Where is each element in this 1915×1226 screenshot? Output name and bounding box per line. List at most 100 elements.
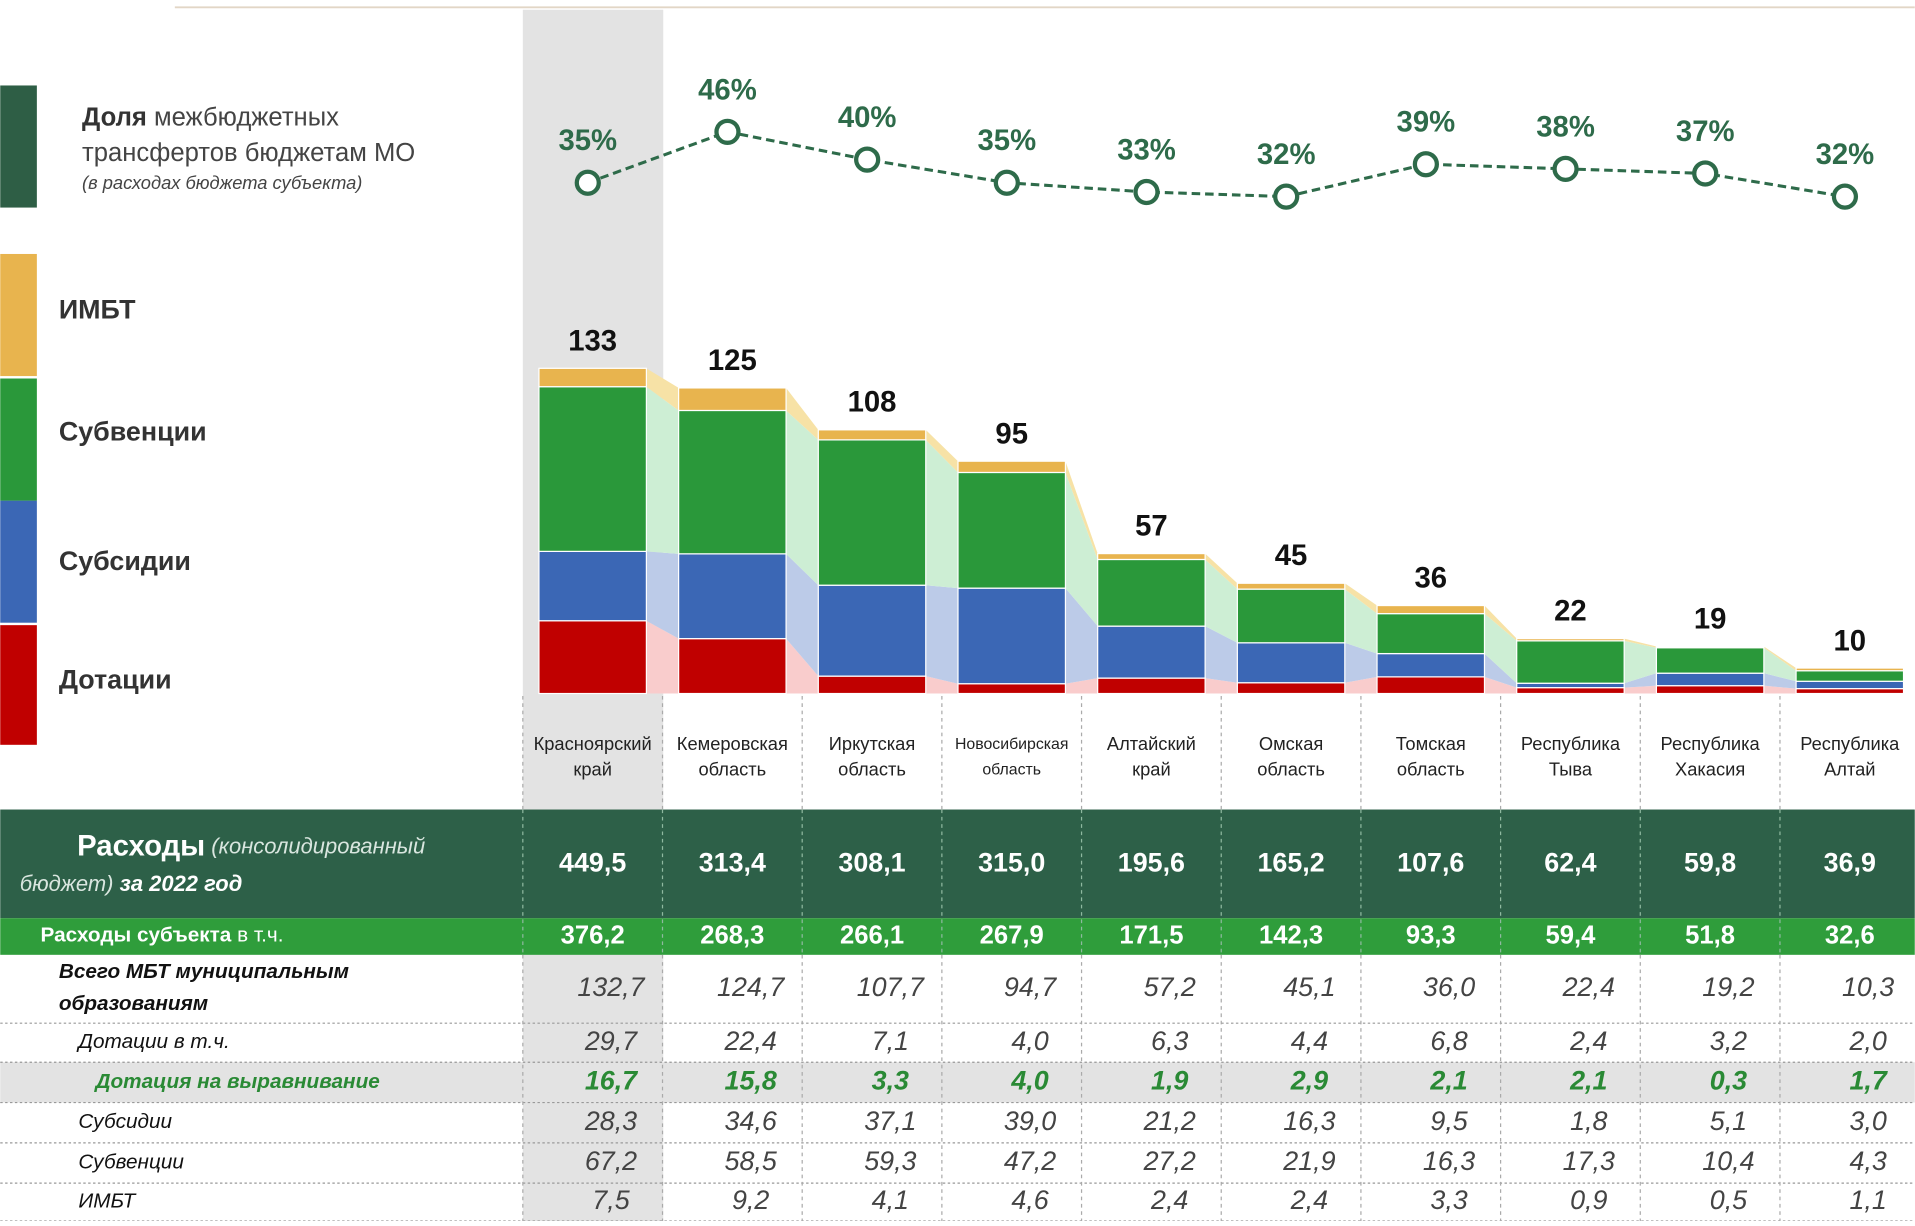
bar-segment xyxy=(1236,642,1346,684)
header-cell: 308,1 xyxy=(838,848,905,878)
flow-band xyxy=(786,387,819,440)
text-part: Красноярский xyxy=(534,733,652,754)
text-part: бюджет) xyxy=(20,871,114,896)
total-label: 57 xyxy=(1135,509,1168,542)
row-cell: 9,5 xyxy=(1430,1106,1467,1136)
bar-segment xyxy=(1516,638,1625,642)
subheader-row xyxy=(0,918,1915,955)
flow-band xyxy=(1484,653,1517,688)
row-cell: 7,1 xyxy=(872,1026,909,1056)
text-part: Иркутская xyxy=(829,733,916,754)
row-cell: 4,0 xyxy=(1010,1066,1048,1096)
subheader-cell: 267,9 xyxy=(980,921,1044,949)
bar-segment xyxy=(1376,676,1486,695)
row-cell: 21,9 xyxy=(1282,1146,1335,1176)
flow-band xyxy=(1205,553,1238,590)
text-part: область xyxy=(698,758,766,779)
legend-label: Доля межбюджетных xyxy=(82,103,339,131)
row-label: Дотация на выравнивание xyxy=(93,1070,379,1093)
text-part: край xyxy=(1132,758,1171,779)
bar-segment xyxy=(1795,667,1905,672)
share-label: 39% xyxy=(1397,106,1456,139)
total-label: 45 xyxy=(1275,539,1308,572)
row-cell: 4,3 xyxy=(1849,1146,1886,1176)
row-cell: 3,3 xyxy=(1430,1185,1467,1215)
legend-swatch xyxy=(0,85,37,208)
text-part: межбюджетных xyxy=(147,103,339,131)
category-label: Алтайский xyxy=(1107,733,1196,754)
row-cell: 10,4 xyxy=(1702,1146,1754,1176)
bar-segment xyxy=(1516,682,1625,689)
legend-note: (в расходах бюджета субъекта) xyxy=(82,172,362,193)
row-cell: 2,1 xyxy=(1569,1066,1607,1096)
share-point xyxy=(1273,183,1300,210)
bar-segment xyxy=(1097,558,1206,627)
bar-segment xyxy=(817,584,927,677)
total-label: 108 xyxy=(848,386,897,419)
share-label: 35% xyxy=(978,124,1037,157)
header-cell: 107,6 xyxy=(1397,848,1464,878)
row-cell: 45,1 xyxy=(1283,972,1335,1002)
row-cell: 3,2 xyxy=(1710,1026,1747,1056)
row-cell: 2,1 xyxy=(1429,1066,1467,1096)
flow-band xyxy=(646,551,679,639)
subheader-cell: 376,2 xyxy=(561,921,625,949)
bar-segment xyxy=(1097,677,1206,695)
row-cell: 22,4 xyxy=(1562,972,1615,1002)
legend-swatch xyxy=(0,625,37,745)
text-part: Новосибирская xyxy=(955,736,1069,753)
bar-segment xyxy=(1516,687,1625,695)
text-part: Кемеровская xyxy=(677,733,788,754)
text-part: образованиям xyxy=(59,992,208,1015)
category-label: область xyxy=(1397,758,1465,779)
category-label: Красноярский xyxy=(534,733,652,754)
total-label: 19 xyxy=(1694,603,1727,636)
header-cell: 313,4 xyxy=(699,848,766,878)
category-label: Кемеровская xyxy=(677,733,788,754)
bar-segment xyxy=(678,638,787,695)
row-label: Дотации в т.ч. xyxy=(76,1030,229,1053)
bar-segment xyxy=(817,439,927,586)
category-label: Алтай xyxy=(1824,758,1875,779)
share-label: 32% xyxy=(1257,138,1316,171)
header-cell: 195,6 xyxy=(1118,848,1185,878)
row-cell: 124,7 xyxy=(717,972,785,1002)
category-label: Тыва xyxy=(1549,758,1593,779)
bar-segment xyxy=(957,471,1067,589)
flow-band xyxy=(1344,676,1378,694)
flow-band xyxy=(1065,678,1098,694)
row-cell: 16,3 xyxy=(1423,1146,1475,1176)
flow-band xyxy=(1065,461,1098,560)
highlight-row xyxy=(0,1062,1915,1103)
row-label: образованиям xyxy=(59,992,208,1015)
text-part: трансфертов бюджетам МО xyxy=(82,139,415,167)
header-cell: 315,0 xyxy=(978,848,1045,878)
subheader-cell: 32,6 xyxy=(1825,921,1875,949)
text-part: Алтай xyxy=(1824,758,1875,779)
subheader-cell: 93,3 xyxy=(1406,921,1456,949)
subheader-cell: 266,1 xyxy=(840,921,904,949)
row-cell: 39,0 xyxy=(1004,1106,1056,1136)
text-part: (консолидированный xyxy=(205,833,425,858)
flow-band xyxy=(1205,559,1238,643)
bar-segment xyxy=(538,367,647,388)
header-cell: 62,4 xyxy=(1544,848,1596,878)
bar-segment xyxy=(1236,682,1346,695)
bar-segment xyxy=(957,587,1067,685)
bar-segment xyxy=(1376,613,1486,655)
legend-label: трансфертов бюджетам МО xyxy=(82,139,415,167)
flow-band xyxy=(925,439,958,589)
bar-segment xyxy=(817,429,927,441)
text-part: Алтайский xyxy=(1107,733,1196,754)
row-cell: 57,2 xyxy=(1144,972,1196,1002)
flow-band xyxy=(1624,640,1657,684)
total-label: 36 xyxy=(1414,561,1447,594)
total-label: 22 xyxy=(1554,595,1587,628)
category-label: область xyxy=(1257,758,1325,779)
flow-band xyxy=(1484,676,1517,694)
row-cell: 5,1 xyxy=(1710,1106,1747,1136)
subheader-cell: 268,3 xyxy=(700,921,764,949)
row-cell: 2,4 xyxy=(1290,1185,1328,1215)
legend-swatch xyxy=(0,500,37,623)
